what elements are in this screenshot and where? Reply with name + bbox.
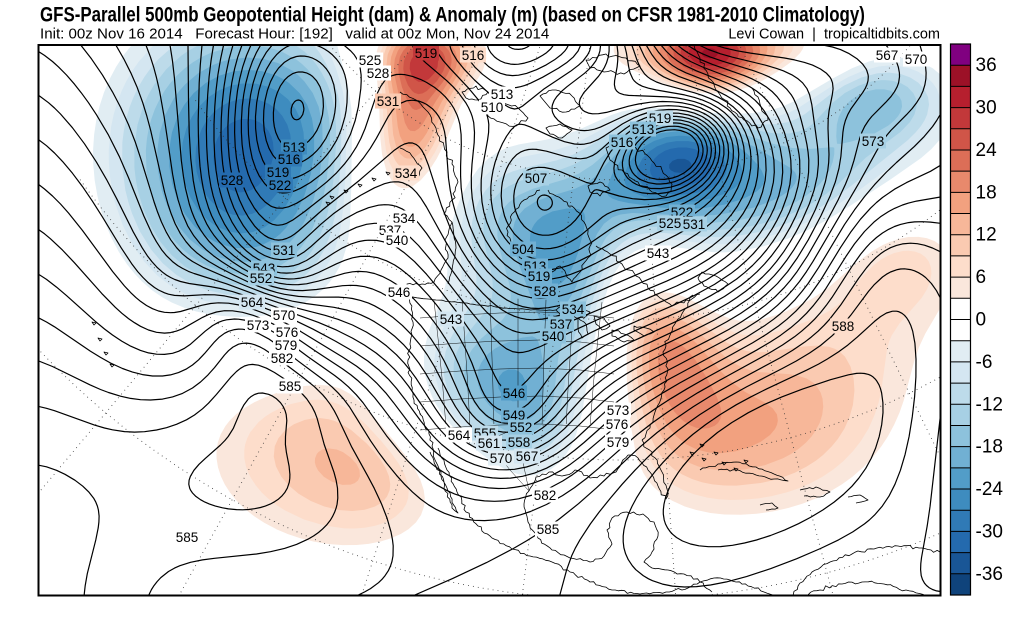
svg-text:36: 36 bbox=[976, 55, 997, 76]
svg-text:-36: -36 bbox=[976, 564, 1003, 585]
svg-text:537: 537 bbox=[550, 317, 573, 332]
svg-text:522: 522 bbox=[269, 178, 292, 193]
svg-text:513: 513 bbox=[491, 87, 514, 102]
svg-text:0: 0 bbox=[976, 310, 987, 331]
svg-text:525: 525 bbox=[659, 216, 682, 231]
svg-text:588: 588 bbox=[832, 319, 855, 334]
svg-text:-24: -24 bbox=[976, 479, 1004, 500]
svg-text:-6: -6 bbox=[976, 352, 993, 373]
svg-text:528: 528 bbox=[367, 66, 390, 81]
svg-text:543: 543 bbox=[440, 312, 463, 327]
svg-text:513: 513 bbox=[283, 140, 306, 155]
svg-text:570: 570 bbox=[273, 308, 296, 323]
svg-text:546: 546 bbox=[388, 285, 411, 300]
svg-text:510: 510 bbox=[481, 100, 504, 115]
svg-text:528: 528 bbox=[534, 284, 557, 299]
svg-text:552: 552 bbox=[510, 420, 533, 435]
svg-text:540: 540 bbox=[386, 233, 409, 248]
svg-text:564: 564 bbox=[241, 295, 264, 310]
svg-text:Levi Cowan | tropicaltidbits: Levi Cowan | tropicaltidbits.com bbox=[728, 27, 940, 43]
svg-text:504: 504 bbox=[512, 242, 535, 257]
svg-text:564: 564 bbox=[448, 428, 471, 443]
svg-text:585: 585 bbox=[537, 522, 560, 537]
svg-text:516: 516 bbox=[611, 135, 634, 150]
svg-text:540: 540 bbox=[542, 329, 565, 344]
svg-text:543: 543 bbox=[647, 246, 670, 261]
svg-text:579: 579 bbox=[275, 338, 298, 353]
svg-text:531: 531 bbox=[273, 243, 296, 258]
svg-text:6: 6 bbox=[976, 267, 987, 288]
svg-text:576: 576 bbox=[276, 325, 299, 340]
svg-text:519: 519 bbox=[528, 269, 551, 284]
svg-text:528: 528 bbox=[221, 173, 244, 188]
svg-text:558: 558 bbox=[508, 435, 531, 450]
svg-text:552: 552 bbox=[250, 271, 273, 286]
svg-text:519: 519 bbox=[415, 46, 438, 61]
svg-text:570: 570 bbox=[490, 451, 513, 466]
svg-text:-18: -18 bbox=[976, 437, 1003, 458]
svg-text:531: 531 bbox=[683, 217, 706, 232]
svg-text:573: 573 bbox=[247, 318, 270, 333]
svg-text:549: 549 bbox=[503, 408, 526, 423]
svg-text:12: 12 bbox=[976, 225, 997, 246]
svg-text:576: 576 bbox=[606, 417, 629, 432]
svg-text:546: 546 bbox=[503, 386, 526, 401]
svg-text:18: 18 bbox=[976, 182, 997, 203]
svg-text:567: 567 bbox=[876, 48, 899, 63]
svg-text:585: 585 bbox=[279, 379, 302, 394]
svg-text:24: 24 bbox=[976, 140, 998, 161]
svg-text:582: 582 bbox=[534, 488, 557, 503]
svg-text:-12: -12 bbox=[976, 394, 1003, 415]
svg-text:516: 516 bbox=[278, 152, 301, 167]
svg-text:519: 519 bbox=[267, 165, 290, 180]
svg-text:30: 30 bbox=[976, 98, 997, 119]
svg-text:573: 573 bbox=[607, 403, 630, 418]
svg-text:582: 582 bbox=[271, 351, 294, 366]
svg-text:534: 534 bbox=[562, 302, 585, 317]
svg-text:531: 531 bbox=[377, 94, 400, 109]
svg-text:585: 585 bbox=[176, 530, 199, 545]
svg-text:561: 561 bbox=[478, 436, 501, 451]
svg-text:567: 567 bbox=[516, 449, 539, 464]
svg-text:Init: 00z Nov 16 2014 Foreca: Init: 00z Nov 16 2014 Forecast Hour: [19… bbox=[40, 26, 549, 43]
svg-text:513: 513 bbox=[632, 122, 655, 137]
svg-text:534: 534 bbox=[393, 211, 416, 226]
svg-text:516: 516 bbox=[462, 48, 485, 63]
svg-text:579: 579 bbox=[607, 435, 630, 450]
svg-text:570: 570 bbox=[905, 52, 928, 67]
svg-text:534: 534 bbox=[395, 166, 418, 181]
svg-text:525: 525 bbox=[359, 53, 382, 68]
svg-text:-30: -30 bbox=[976, 521, 1003, 542]
svg-text:507: 507 bbox=[525, 171, 548, 186]
svg-text:573: 573 bbox=[862, 134, 885, 149]
svg-text:GFS-Parallel 500mb Geopotentia: GFS-Parallel 500mb Geopotential Height (… bbox=[40, 4, 865, 27]
